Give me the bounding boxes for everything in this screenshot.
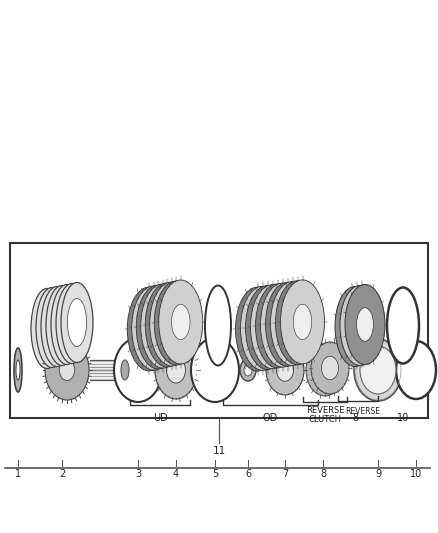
Ellipse shape: [316, 358, 334, 382]
Text: 6: 6: [245, 469, 251, 479]
Ellipse shape: [136, 285, 180, 369]
Ellipse shape: [345, 285, 385, 365]
Ellipse shape: [268, 308, 287, 344]
Ellipse shape: [121, 360, 129, 380]
Ellipse shape: [16, 360, 20, 380]
Ellipse shape: [145, 283, 189, 367]
Ellipse shape: [251, 285, 294, 369]
Ellipse shape: [255, 284, 300, 368]
Ellipse shape: [36, 287, 68, 367]
Ellipse shape: [306, 344, 344, 396]
Text: OD: OD: [263, 413, 278, 423]
Ellipse shape: [45, 340, 89, 400]
Ellipse shape: [335, 287, 375, 367]
Ellipse shape: [149, 309, 167, 345]
Ellipse shape: [67, 298, 87, 346]
Ellipse shape: [167, 305, 185, 341]
Ellipse shape: [266, 345, 304, 395]
Ellipse shape: [278, 306, 297, 342]
Text: 9: 9: [375, 469, 381, 479]
Ellipse shape: [159, 280, 203, 364]
Ellipse shape: [154, 281, 198, 365]
Ellipse shape: [276, 359, 293, 381]
Ellipse shape: [61, 282, 93, 362]
Ellipse shape: [140, 311, 159, 346]
Ellipse shape: [205, 286, 231, 366]
Ellipse shape: [280, 280, 325, 364]
Text: 11: 11: [212, 446, 226, 456]
Text: 10: 10: [397, 413, 409, 423]
Text: REVERSE: REVERSE: [346, 407, 381, 416]
Text: 1: 1: [15, 469, 21, 479]
Ellipse shape: [57, 301, 77, 349]
Ellipse shape: [244, 364, 252, 376]
Ellipse shape: [387, 287, 419, 364]
Ellipse shape: [246, 286, 290, 369]
Ellipse shape: [14, 348, 22, 392]
Ellipse shape: [162, 306, 181, 342]
Ellipse shape: [47, 303, 67, 351]
Ellipse shape: [37, 304, 57, 352]
Text: UD: UD: [152, 413, 167, 423]
Ellipse shape: [141, 284, 185, 368]
Ellipse shape: [191, 338, 239, 402]
Text: CLUTCH: CLUTCH: [308, 415, 342, 424]
Ellipse shape: [288, 305, 307, 341]
Text: 8: 8: [320, 469, 326, 479]
Ellipse shape: [158, 308, 177, 343]
Ellipse shape: [240, 359, 256, 381]
Ellipse shape: [59, 359, 75, 381]
Ellipse shape: [56, 284, 88, 364]
Ellipse shape: [273, 308, 292, 343]
Ellipse shape: [114, 338, 162, 402]
Ellipse shape: [31, 288, 63, 368]
Ellipse shape: [166, 357, 185, 383]
Ellipse shape: [41, 287, 73, 367]
Ellipse shape: [253, 311, 272, 346]
Text: 4: 4: [173, 469, 179, 479]
Ellipse shape: [357, 308, 374, 341]
Text: 3: 3: [135, 469, 141, 479]
Ellipse shape: [258, 310, 277, 345]
Text: REVERSE: REVERSE: [306, 406, 344, 415]
Ellipse shape: [261, 283, 304, 367]
Ellipse shape: [396, 341, 436, 399]
Text: 2: 2: [59, 469, 65, 479]
Ellipse shape: [236, 287, 279, 371]
Ellipse shape: [153, 309, 172, 344]
Ellipse shape: [155, 341, 197, 399]
Ellipse shape: [240, 286, 285, 370]
Ellipse shape: [321, 356, 339, 379]
Ellipse shape: [354, 339, 402, 401]
Ellipse shape: [263, 309, 282, 344]
Ellipse shape: [172, 304, 190, 340]
Ellipse shape: [42, 303, 62, 351]
Ellipse shape: [293, 304, 312, 340]
Ellipse shape: [346, 310, 364, 343]
Ellipse shape: [352, 309, 368, 342]
Ellipse shape: [271, 281, 314, 366]
Ellipse shape: [248, 311, 267, 347]
Ellipse shape: [145, 310, 163, 345]
Ellipse shape: [340, 286, 380, 366]
Ellipse shape: [51, 285, 83, 365]
Ellipse shape: [62, 300, 81, 348]
Ellipse shape: [127, 287, 171, 371]
Text: 5: 5: [212, 469, 218, 479]
Ellipse shape: [360, 346, 396, 394]
Ellipse shape: [46, 286, 78, 366]
Text: 10: 10: [410, 469, 422, 479]
Ellipse shape: [276, 281, 319, 365]
Ellipse shape: [150, 282, 194, 366]
Bar: [10, 243, 428, 418]
Ellipse shape: [265, 282, 310, 366]
Ellipse shape: [53, 302, 71, 350]
Ellipse shape: [132, 286, 176, 370]
Ellipse shape: [311, 342, 349, 394]
Text: 7: 7: [282, 469, 288, 479]
Ellipse shape: [283, 306, 302, 341]
Text: 8: 8: [352, 413, 358, 423]
